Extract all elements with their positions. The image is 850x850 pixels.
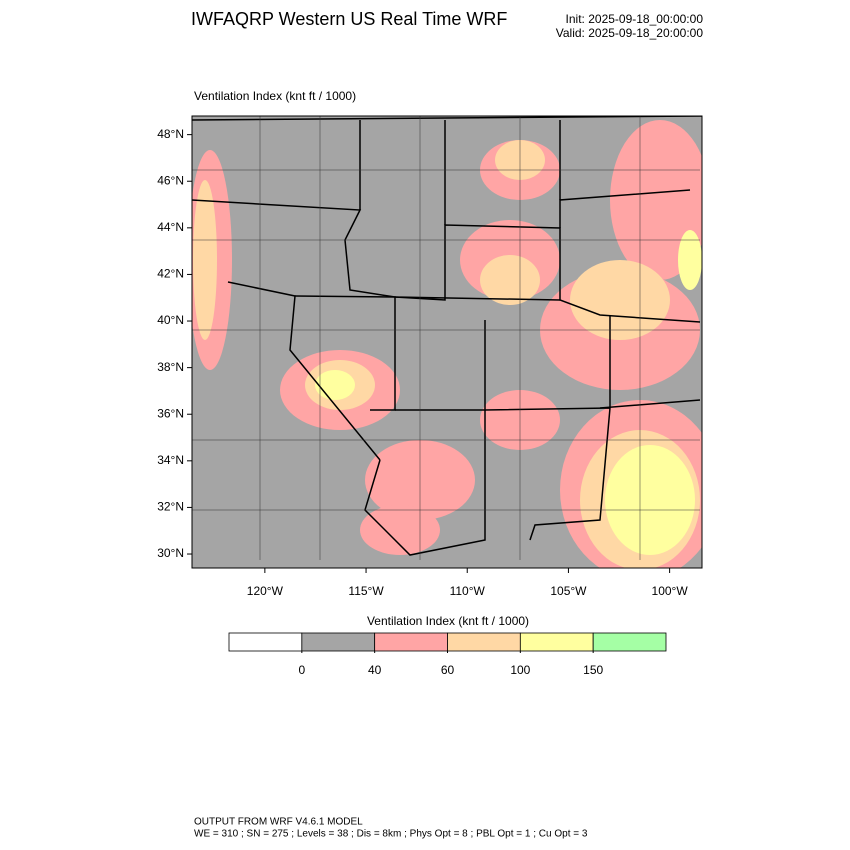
y-tick-label: 38°N [157, 360, 184, 374]
colorbar-label: 60 [441, 663, 455, 677]
y-tick-label: 40°N [157, 313, 184, 327]
colorbar-box [374, 632, 448, 652]
map-field [192, 116, 702, 568]
title: IWFAQRP Western US Real Time WRF [191, 9, 507, 29]
init-time: Init: 2025-09-18_00:00:00 [566, 12, 704, 26]
x-tick-label: 120°W [247, 584, 284, 598]
y-tick-label: 36°N [157, 406, 184, 420]
colorbar-box [519, 632, 594, 652]
x-tick-label: 115°W [348, 584, 384, 598]
valid-time: Valid: 2025-09-18_20:00:00 [556, 26, 704, 40]
map-frame [191, 115, 703, 569]
colorbar-box [301, 632, 376, 652]
colorbar-box [592, 632, 667, 652]
colorbar-box [228, 632, 303, 652]
colorbar-box [447, 632, 521, 652]
y-tick-label: 32°N [157, 500, 184, 514]
x-tick-label: 100°W [652, 584, 689, 598]
colorbar-label: 150 [583, 663, 603, 677]
colorbar-label: 40 [368, 663, 382, 677]
x-tick-label: 105°W [550, 584, 587, 598]
colorbar-title: Ventilation Index (knt ft / 1000) [367, 614, 529, 628]
footer-line: OUTPUT FROM WRF V4.6.1 MODEL [194, 817, 363, 828]
x-tick-label: 110°W [450, 584, 486, 598]
footer-line: WE = 310 ; SN = 275 ; Levels = 38 ; Dis … [194, 829, 588, 840]
y-tick-label: 46°N [157, 173, 184, 187]
y-tick-label: 30°N [157, 546, 184, 560]
y-tick-label: 42°N [157, 267, 184, 281]
y-tick-label: 34°N [157, 453, 184, 467]
colorbar-label: 100 [510, 663, 530, 677]
field-title: Ventilation Index (knt ft / 1000) [194, 89, 356, 103]
y-tick-label: 48°N [157, 127, 184, 141]
colorbar-label: 0 [298, 663, 305, 677]
y-tick-label: 44°N [157, 220, 184, 234]
